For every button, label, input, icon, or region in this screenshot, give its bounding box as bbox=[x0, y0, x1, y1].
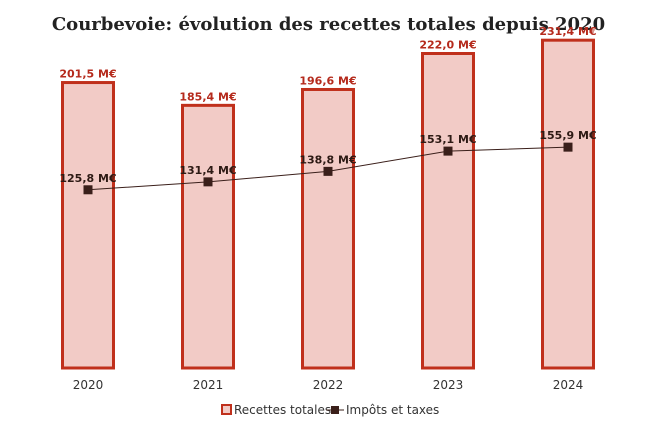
line-label-2021: 131,4 M€ bbox=[179, 164, 236, 177]
legend-line-marker bbox=[331, 406, 339, 414]
line-label-2022: 138,8 M€ bbox=[299, 153, 356, 166]
chart-title: Courbevoie: évolution des recettes total… bbox=[51, 14, 606, 35]
line-label-2020: 125,8 M€ bbox=[59, 172, 116, 185]
bar-label-2023: 222,0 M€ bbox=[419, 39, 476, 52]
line-label-2024: 155,9 M€ bbox=[539, 129, 596, 142]
line-point-2020 bbox=[83, 185, 93, 195]
bar-label-2022: 196,6 M€ bbox=[299, 74, 356, 87]
x-tick-2020: 2020 bbox=[73, 378, 104, 392]
bar-2020 bbox=[61, 81, 115, 370]
bar-label-2021: 185,4 M€ bbox=[179, 90, 236, 103]
line-group: 125,8 M€ 131,4 M€ 138,8 M€ 153,1 M€ 155,9 M€ bbox=[59, 129, 597, 195]
legend-bar-label: Recettes totales bbox=[234, 403, 331, 417]
legend: Recettes totales Impôts et taxes bbox=[221, 403, 439, 417]
bar-2022 bbox=[301, 87, 355, 370]
line-label-2023: 153,1 M€ bbox=[419, 133, 476, 146]
line-point-2024 bbox=[563, 142, 573, 152]
x-tick-2024: 2024 bbox=[553, 378, 584, 392]
bar-2024 bbox=[541, 38, 595, 370]
legend-bar-swatch bbox=[221, 404, 232, 415]
line-point-2023 bbox=[443, 146, 453, 156]
bar-label-2024: 231,4 M€ bbox=[539, 25, 596, 38]
x-tick-2022: 2022 bbox=[313, 378, 344, 392]
x-axis-ticks: 2020 2021 2022 2023 2024 bbox=[73, 378, 584, 392]
line-point-2022 bbox=[323, 166, 333, 176]
bar-2023 bbox=[421, 52, 475, 370]
bar-2021 bbox=[181, 103, 235, 370]
legend-line-label: Impôts et taxes bbox=[346, 403, 439, 417]
x-tick-2023: 2023 bbox=[433, 378, 464, 392]
bars-group: 201,5 M€ 185,4 M€ 196,6 M€ 222,0 M€ 231,4 M€ bbox=[59, 25, 597, 370]
bar-label-2020: 201,5 M€ bbox=[59, 68, 116, 81]
x-tick-2021: 2021 bbox=[193, 378, 224, 392]
line-point-2021 bbox=[203, 177, 213, 187]
